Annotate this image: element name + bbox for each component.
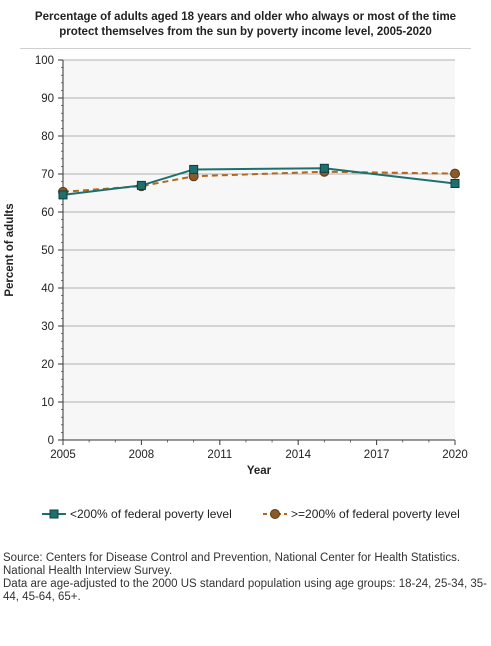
data-point-circle <box>450 168 460 179</box>
y-tick-label: 80 <box>41 131 54 143</box>
x-tick-label: 2005 <box>50 449 76 461</box>
data-point-square <box>189 164 199 174</box>
y-tick-label: 60 <box>41 207 54 219</box>
circle-marker-icon <box>263 508 287 520</box>
x-tick-label: 2017 <box>364 449 390 461</box>
data-point-square <box>319 163 329 173</box>
y-axis-label: Percent of adults <box>4 203 16 296</box>
data-point-square <box>450 179 460 188</box>
y-tick-label: 70 <box>41 169 54 181</box>
legend-label: <200% of federal poverty level <box>70 507 232 521</box>
age-adjust-note: Data are age-adjusted to the 2000 US sta… <box>3 578 487 603</box>
source-note: Source: Centers for Disease Control and … <box>3 552 461 577</box>
x-tick-label: 2011 <box>207 449 232 461</box>
chart-title: Percentage of adults aged 18 years and o… <box>34 11 457 38</box>
y-tick-label: 90 <box>41 93 54 105</box>
y-tick-label: 20 <box>41 359 54 371</box>
legend-item-below-200[interactable]: <200% of federal poverty level <box>42 507 232 521</box>
x-tick-label: 2014 <box>285 449 311 461</box>
legend-label: >=200% of federal poverty level <box>291 507 460 521</box>
y-tick-label: 50 <box>41 245 54 257</box>
data-point-square <box>58 190 68 200</box>
data-point-square <box>136 180 146 190</box>
y-tick-label: 100 <box>35 55 54 67</box>
x-axis-label: Year <box>247 465 272 477</box>
title-divider <box>20 48 471 49</box>
y-tick-label: 40 <box>41 283 54 295</box>
legend-item-above-200[interactable]: >=200% of federal poverty level <box>263 507 460 521</box>
square-marker-icon <box>42 508 66 520</box>
x-tick-label: 2008 <box>129 449 155 461</box>
y-tick-label: 0 <box>48 435 54 447</box>
x-tick-label: 2020 <box>442 449 468 461</box>
y-tick-label: 30 <box>41 321 54 333</box>
y-tick-label: 10 <box>41 397 54 409</box>
